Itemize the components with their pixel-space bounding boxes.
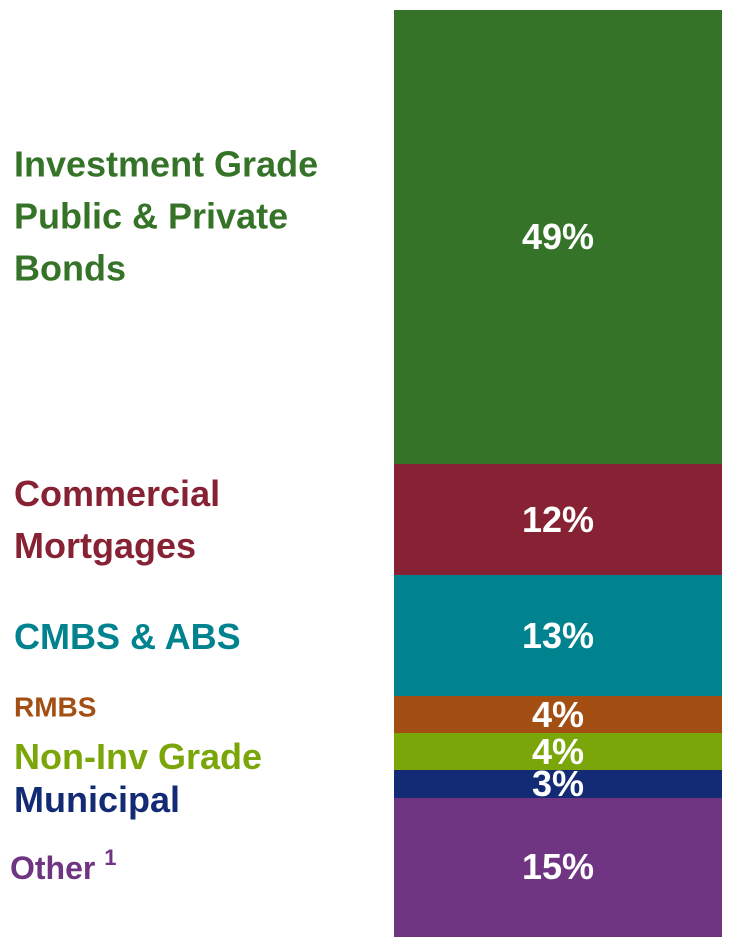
legend-text: Municipal: [14, 778, 181, 820]
bar-segment: [394, 770, 722, 798]
legend-text: Other: [10, 849, 96, 886]
value-label: 3%: [531, 763, 585, 805]
bar-segment: [394, 695, 722, 734]
value-label: 13%: [521, 614, 595, 656]
legend-text: Investment Grade Public & Private Bonds: [14, 143, 319, 290]
bar-segment: [394, 575, 722, 696]
value-label: 15%: [521, 846, 595, 888]
legend-text: Commercial Mortgages: [14, 472, 221, 566]
bar-segment: [394, 464, 722, 576]
value-label: 4%: [531, 730, 585, 772]
legend-text: CMBS & ABS: [14, 615, 241, 657]
value-label: 4%: [531, 693, 585, 735]
category-label: Investment Grade Public & Private Bonds: [14, 139, 344, 296]
value-label: 12%: [521, 498, 595, 540]
footnote-marker: 1: [104, 844, 117, 870]
bar-segment: [394, 797, 722, 937]
value-label: 49%: [521, 216, 595, 258]
category-label: Commercial Mortgages: [14, 468, 344, 572]
category-label: RMBS: [14, 688, 344, 729]
legend-text: Non-Inv Grade: [14, 735, 263, 777]
category-label: Non-Inv Grade: [14, 731, 344, 783]
legend-text: RMBS: [14, 691, 97, 723]
category-label: Other 1: [10, 845, 340, 891]
bar-segment: [394, 733, 722, 771]
category-label: Municipal: [14, 774, 344, 826]
bar-segment: [394, 10, 722, 465]
category-label: CMBS & ABS: [14, 611, 344, 663]
